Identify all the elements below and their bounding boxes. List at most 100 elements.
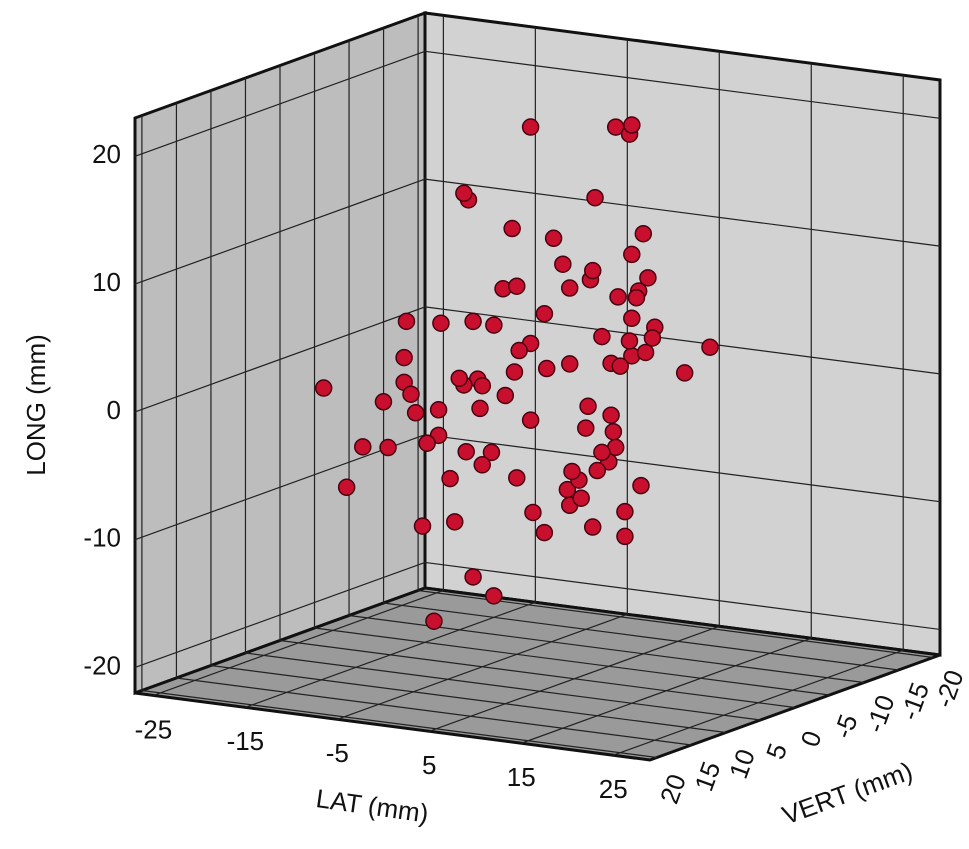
data-point (397, 312, 416, 331)
data-point (636, 343, 655, 362)
grid-line (383, 602, 899, 671)
data-point (623, 245, 641, 264)
data-point (473, 456, 491, 474)
z-axis-title: LONG (mm) (21, 334, 51, 476)
data-point (639, 269, 657, 287)
data-point (616, 527, 634, 546)
data-point (623, 309, 641, 328)
data-point (406, 404, 425, 422)
data-point (485, 316, 503, 334)
data-point (563, 462, 581, 481)
data-point (593, 443, 611, 462)
data-point (521, 118, 540, 136)
data-point (457, 442, 475, 461)
data-point (623, 116, 641, 134)
grid-line (424, 306, 941, 375)
data-point (418, 434, 436, 452)
back-wall (423, 11, 942, 657)
data-point (620, 332, 639, 350)
grid-line (424, 178, 941, 247)
data-point (482, 443, 501, 462)
grid-line (424, 434, 941, 503)
data-point (464, 312, 482, 331)
data-point (554, 255, 572, 273)
data-point (701, 338, 719, 356)
data-point (402, 385, 420, 403)
data-point (524, 503, 542, 522)
x-tick-label: 5 (422, 750, 436, 780)
data-point (510, 341, 528, 360)
data-point (604, 422, 623, 441)
grid-line (245, 652, 761, 721)
data-point (455, 184, 473, 203)
data-point (485, 587, 503, 605)
y-tick-label: -5 (827, 710, 863, 742)
data-point (544, 229, 563, 248)
data-point (471, 399, 489, 418)
grid-line (424, 561, 941, 631)
x-axis-title: LAT (mm) (314, 783, 430, 828)
data-point (446, 513, 464, 531)
data-point (593, 327, 611, 346)
data-point (314, 379, 333, 397)
data-point (395, 348, 413, 367)
data-point (583, 518, 602, 536)
z-tick-label: -20 (83, 650, 121, 680)
data-point (413, 517, 432, 535)
x-tick-label: -25 (135, 714, 173, 744)
data-point (627, 288, 646, 307)
data-point (337, 478, 356, 497)
grid-line (418, 589, 934, 659)
grid-line (176, 677, 692, 746)
data-point (583, 261, 602, 280)
data-point (450, 369, 469, 388)
data-point (473, 376, 492, 395)
z-tick-label: 0 (107, 395, 121, 425)
data-point (503, 219, 521, 238)
data-point (572, 489, 590, 507)
z-tick-label: 20 (92, 139, 121, 169)
data-point (586, 188, 604, 207)
data-point (354, 438, 372, 456)
data-point (643, 329, 662, 347)
x-tick-label: -5 (326, 738, 349, 768)
grid-line (210, 664, 727, 734)
data-point (611, 357, 629, 375)
y-axis-title: VERT (mm) (778, 756, 916, 831)
data-point (535, 523, 554, 542)
data-point (379, 438, 397, 457)
data-point (577, 419, 595, 437)
y-tick-label: 5 (760, 739, 793, 763)
grid-line (141, 689, 657, 759)
data-point (560, 355, 579, 373)
data-point (616, 502, 634, 521)
data-point (521, 411, 540, 429)
data-point (429, 401, 448, 419)
data-point (425, 612, 443, 630)
y-tick-label: 0 (794, 727, 827, 751)
data-point (464, 568, 482, 586)
data-point (579, 397, 597, 416)
data-point (675, 364, 694, 382)
data-point (441, 469, 459, 488)
x-tick-label: 15 (507, 762, 536, 792)
data-point (609, 288, 627, 306)
data-point (374, 393, 393, 411)
y-tick-label: 20 (654, 770, 692, 807)
data-point (535, 304, 554, 323)
data-point (432, 314, 450, 332)
data-point (537, 359, 556, 378)
grid-line (424, 50, 941, 119)
data-point (496, 386, 515, 405)
y-tick-label: 15 (688, 758, 726, 795)
x-tick-label: 25 (599, 774, 628, 804)
grid-line (279, 639, 796, 709)
x-tick-label: -15 (227, 726, 265, 756)
data-point (602, 406, 620, 424)
z-tick-label: 10 (92, 267, 121, 297)
z-tick-label: -10 (83, 523, 121, 553)
data-point (634, 224, 653, 243)
y-tick-label: -20 (929, 666, 969, 712)
data-point (588, 461, 607, 480)
